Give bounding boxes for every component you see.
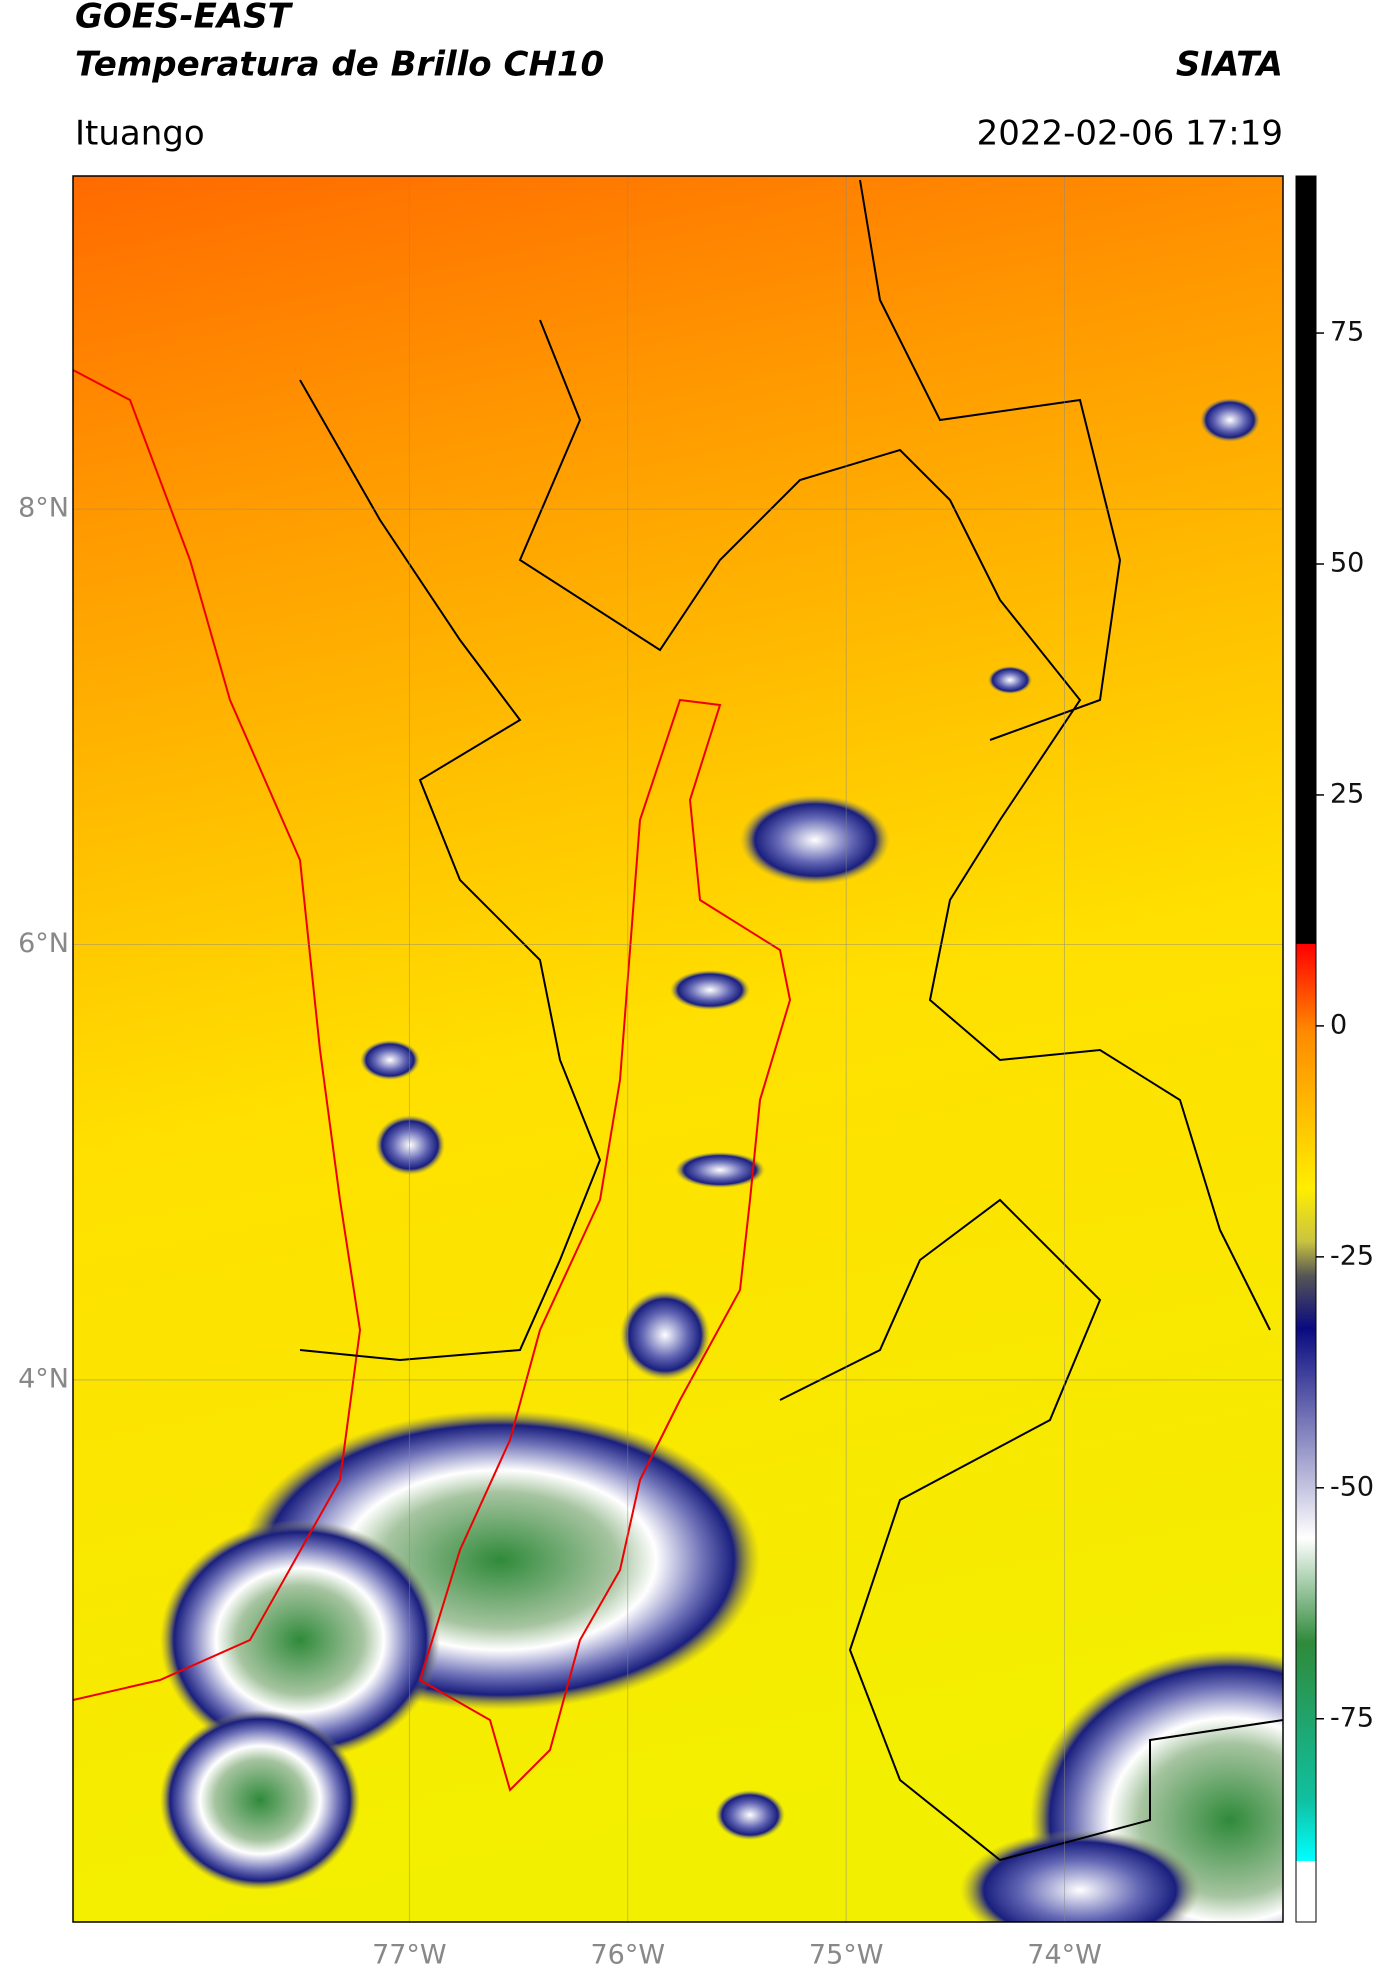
storm-cloud xyxy=(960,1830,1200,1922)
lat-label: 4°N xyxy=(18,1363,69,1394)
colorbar xyxy=(1295,175,1317,1923)
colorbar-label: 25 xyxy=(1330,778,1364,809)
cloud-cell xyxy=(670,970,750,1010)
title-line2: Temperatura de Brillo CH10 xyxy=(75,45,604,85)
cloud-cell xyxy=(620,1290,710,1380)
admin-border xyxy=(299,379,602,1362)
lat-label: 6°N xyxy=(18,928,69,959)
admin-border xyxy=(779,1198,1283,1862)
map xyxy=(73,176,1283,1922)
datetime: 2022-02-06 17:19 xyxy=(977,114,1283,154)
location: Ituango xyxy=(75,114,205,154)
coastline xyxy=(73,369,362,1701)
storm-cloud xyxy=(160,1520,440,1760)
colorbar-label: 75 xyxy=(1330,317,1364,348)
lon-label: 77°W xyxy=(372,1940,447,1971)
lon-label: 76°W xyxy=(590,1940,665,1971)
lon-label: 75°W xyxy=(809,1940,884,1971)
cloud-cell xyxy=(740,795,890,885)
cloud-cell xyxy=(1200,398,1260,442)
cloud-cell xyxy=(375,1115,445,1175)
lon-label: 74°W xyxy=(1027,1940,1102,1971)
brand: SIATA xyxy=(1176,45,1283,85)
admin-border xyxy=(518,319,1271,1331)
lat-label: 8°N xyxy=(18,493,69,524)
title-line1: GOES-EAST xyxy=(75,0,294,37)
admin-border xyxy=(859,179,1122,741)
colorbar-label: 50 xyxy=(1330,548,1364,579)
map-frame xyxy=(72,175,1284,1923)
colorbar-label: -25 xyxy=(1330,1240,1374,1271)
cloud-cell xyxy=(675,1152,765,1188)
cloud-cell xyxy=(988,666,1032,694)
storm-cloud xyxy=(160,1710,360,1890)
colorbar-label: -75 xyxy=(1330,1702,1374,1733)
region-border xyxy=(418,698,792,1792)
colorbar-label: 0 xyxy=(1330,1009,1347,1040)
cloud-cell xyxy=(715,1790,785,1840)
cloud-cell xyxy=(360,1040,420,1080)
colorbar-label: -50 xyxy=(1330,1471,1374,1502)
